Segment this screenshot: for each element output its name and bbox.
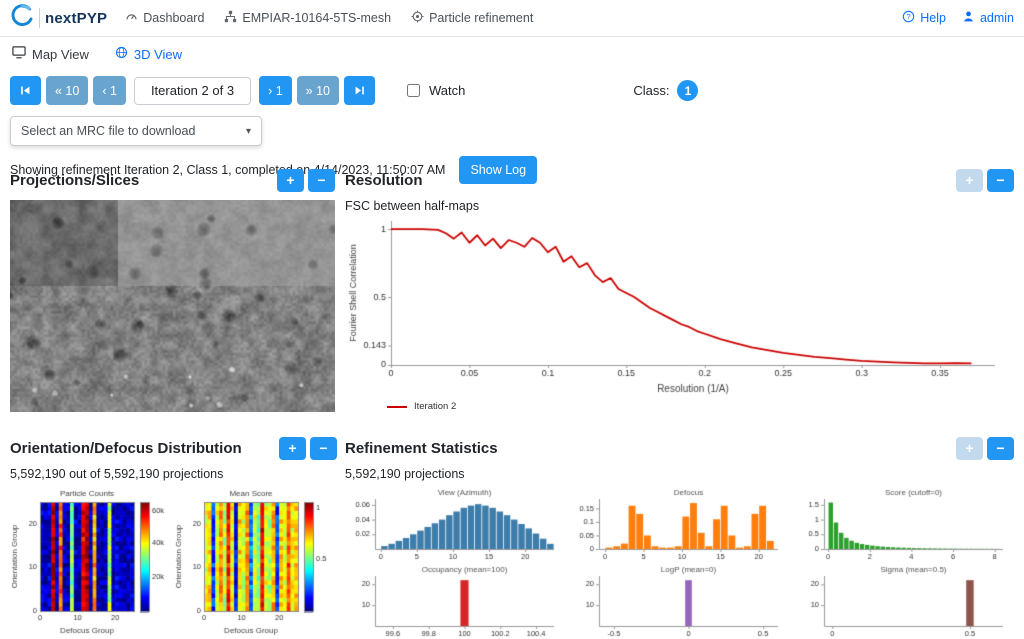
iteration-controls: « 10 ‹ 1 Iteration 2 of 3 › 1 » 10 Watch… [0,75,1024,106]
nav-links: Dashboard EMPIAR-10164-5TS-mesh Particle… [125,10,902,26]
view-tabbar: Map View 3D View [0,37,1024,68]
projections-image [10,200,335,412]
view-azimuth-histogram [345,487,564,561]
heatmaps [10,488,337,636]
statistics-title: Refinement Statistics [345,439,498,457]
forward-1-button[interactable]: › 1 [259,76,292,105]
statistics-zoom-out-button[interactable]: − [987,436,1014,460]
fsc-subtitle: FSC between half-maps [345,199,480,213]
nav-dashboard-label: Dashboard [143,11,205,25]
nav-user[interactable]: admin [962,10,1014,26]
orientation-zoom-out-button[interactable]: − [310,436,337,460]
statistics-subtitle: 5,592,190 projections [345,467,465,481]
legend-label: Iteration 2 [414,401,457,412]
projections-panel: Projections/Slices + − [10,168,335,412]
statistics-grid [345,487,1014,638]
nav-dashboard[interactable]: Dashboard [125,10,204,26]
occupancy-histogram [345,564,564,638]
fsc-chart [345,215,1009,397]
forward-buttons: › 1 » 10 [259,76,375,105]
class-control: Class: 1 [633,80,699,101]
orientation-zoom-in-button[interactable]: + [279,436,306,460]
status-text: Showing refinement Iteration 2, Class 1,… [10,163,446,177]
mean-score-heatmap [174,488,334,636]
help-icon: ? [902,10,915,26]
tab-3d-view[interactable]: 3D View [115,46,182,62]
brand-name: nextPYP [45,9,108,27]
forward-10-button[interactable]: » 10 [296,76,339,105]
legend-line-swatch [387,405,407,408]
watch-checkbox[interactable] [407,84,420,97]
resolution-panel: Resolution + − FSC between half-maps Ite… [345,168,1014,412]
status-row: Showing refinement Iteration 2, Class 1,… [0,156,1024,184]
nav-refinement-label: Particle refinement [429,11,534,25]
projections-zoom-in-button[interactable]: + [277,168,304,192]
class-badge[interactable]: 1 [677,80,699,101]
particle-counts-heatmap [10,488,170,636]
project-nodes-icon [224,10,237,26]
resolution-zoom-out-button[interactable]: − [987,168,1014,192]
nav-help[interactable]: ? Help [902,10,946,26]
resolution-zoom-in-button[interactable]: + [956,168,983,192]
dashboard-gauge-icon [125,10,138,26]
monitor-icon [12,46,26,62]
show-log-button[interactable]: Show Log [459,156,538,184]
statistics-panel: Refinement Statistics + − 5,592,190 proj… [345,436,1014,638]
projections-title: Projections/Slices [10,171,140,189]
nav-help-label: Help [920,11,946,25]
orientation-title: Orientation/Defocus Distribution [10,439,242,457]
nextpyp-logo-icon [10,3,34,33]
orientation-subtitle: 5,592,190 out of 5,592,190 projections [10,467,224,481]
top-navbar: nextPYP Dashboard EMPIAR-10164-5TS-mesh … [0,0,1024,37]
tab-map-view[interactable]: Map View [12,46,89,62]
watch-label: Watch [429,83,466,98]
watch-toggle: Watch [403,81,465,100]
tab-3d-view-label: 3D View [133,46,183,62]
first-iteration-button[interactable] [10,76,41,105]
nav-user-label: admin [979,11,1014,25]
back-buttons: « 10 ‹ 1 [10,76,126,105]
resolution-title: Resolution [345,171,423,189]
logp-histogram [569,564,789,638]
orientation-panel: Orientation/Defocus Distribution + − 5,5… [10,436,337,636]
nav-right: ? Help admin [902,10,1014,26]
nav-refinement[interactable]: Particle refinement [411,10,533,26]
user-icon [962,10,975,26]
last-iteration-button[interactable] [344,76,375,105]
globe-icon [115,46,128,62]
brand-divider [39,8,40,28]
chevron-down-icon: ▾ [245,125,251,137]
nav-project[interactable]: EMPIAR-10164-5TS-mesh [224,10,391,26]
download-row: Select an MRC file to download ▾ [0,106,1024,146]
mrc-file-select-value: Select an MRC file to download [21,124,196,138]
fsc-legend: Iteration 2 [387,401,1014,412]
svg-text:?: ? [907,12,911,21]
tab-map-view-label: Map View [32,46,89,62]
sigma-histogram [793,564,1013,638]
nav-project-label: EMPIAR-10164-5TS-mesh [242,11,392,25]
score-histogram [793,487,1013,561]
iteration-label: Iteration 2 of 3 [133,76,252,105]
projections-zoom-out-button[interactable]: − [308,168,335,192]
mrc-file-select[interactable]: Select an MRC file to download ▾ [10,116,262,146]
target-icon [411,10,424,26]
statistics-zoom-in-button[interactable]: + [956,436,983,460]
defocus-histogram [569,487,789,561]
class-label: Class: [633,83,670,98]
back-10-button[interactable]: « 10 [46,76,89,105]
back-1-button[interactable]: ‹ 1 [93,76,126,105]
brand[interactable]: nextPYP [10,3,108,33]
